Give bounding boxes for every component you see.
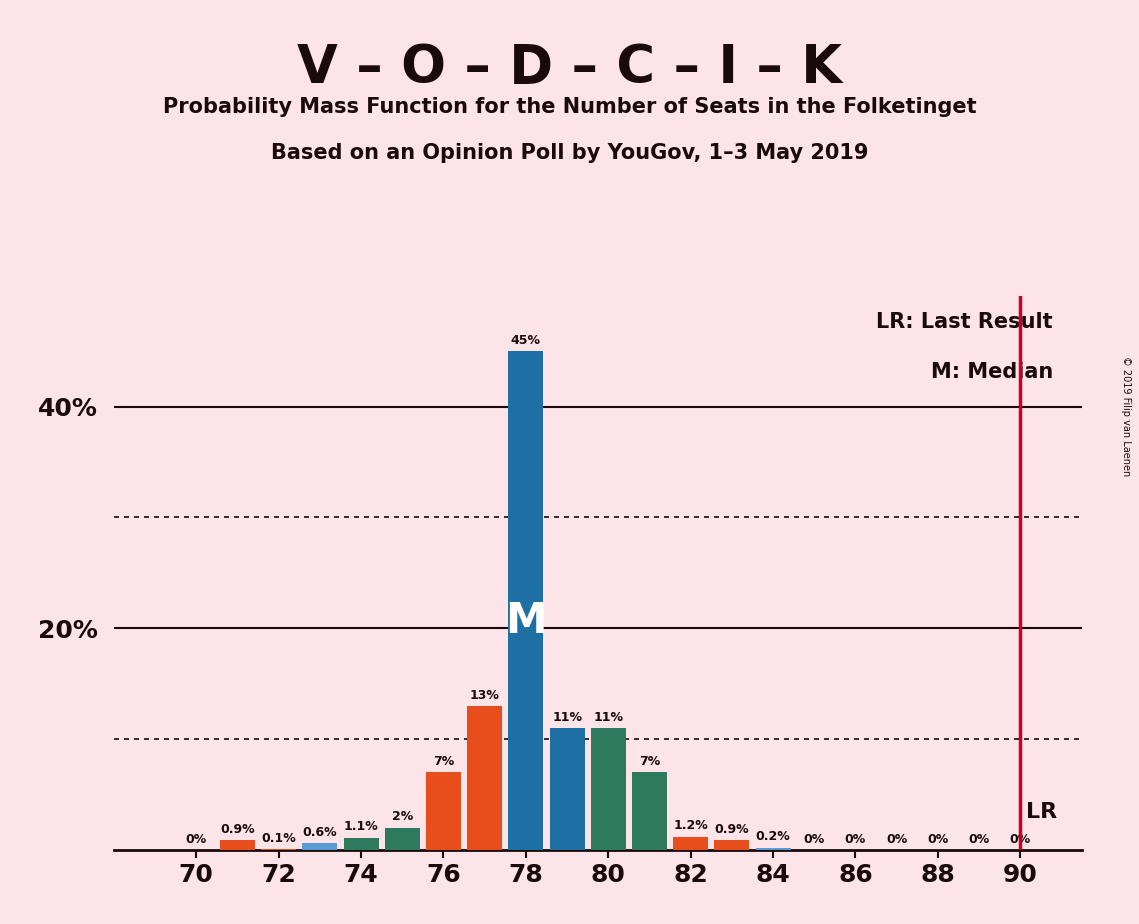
Text: 0.2%: 0.2% [755,831,790,844]
Text: 0%: 0% [927,833,949,845]
Text: V – O – D – C – I – K: V – O – D – C – I – K [297,42,842,93]
Text: © 2019 Filip van Laenen: © 2019 Filip van Laenen [1121,356,1131,476]
Bar [344,838,378,850]
Text: LR: LR [1026,802,1057,822]
Bar [714,840,749,850]
Text: 0%: 0% [804,833,825,845]
Text: 0.9%: 0.9% [220,822,255,835]
Text: 2%: 2% [392,810,413,823]
Text: 45%: 45% [511,334,541,346]
Bar [385,828,420,850]
Text: 0%: 0% [968,833,990,845]
Text: 0.9%: 0.9% [714,822,749,835]
Text: 0.6%: 0.6% [303,826,337,839]
Text: 7%: 7% [639,755,661,768]
Text: 7%: 7% [433,755,454,768]
Bar [755,848,790,850]
Bar [550,728,584,850]
Bar [467,706,502,850]
Bar [673,837,708,850]
Bar [261,849,296,850]
Text: Based on an Opinion Poll by YouGov, 1–3 May 2019: Based on an Opinion Poll by YouGov, 1–3 … [271,143,868,164]
Text: 0%: 0% [1009,833,1031,845]
Text: 0.1%: 0.1% [261,832,296,845]
Text: 1.1%: 1.1% [344,821,378,833]
Bar [508,351,543,850]
Text: 0%: 0% [186,833,207,845]
Text: 11%: 11% [593,711,623,723]
Text: 11%: 11% [552,711,582,723]
Text: Probability Mass Function for the Number of Seats in the Folketinget: Probability Mass Function for the Number… [163,97,976,117]
Text: LR: Last Result: LR: Last Result [876,312,1052,333]
Text: 0%: 0% [886,833,908,845]
Text: M: Median: M: Median [931,362,1052,383]
Text: 0%: 0% [845,833,866,845]
Bar [632,772,667,850]
Bar [426,772,461,850]
Text: 13%: 13% [469,688,500,701]
Bar [302,844,337,850]
Bar [591,728,625,850]
Text: M: M [505,600,547,641]
Bar [220,840,255,850]
Text: 1.2%: 1.2% [673,820,708,833]
